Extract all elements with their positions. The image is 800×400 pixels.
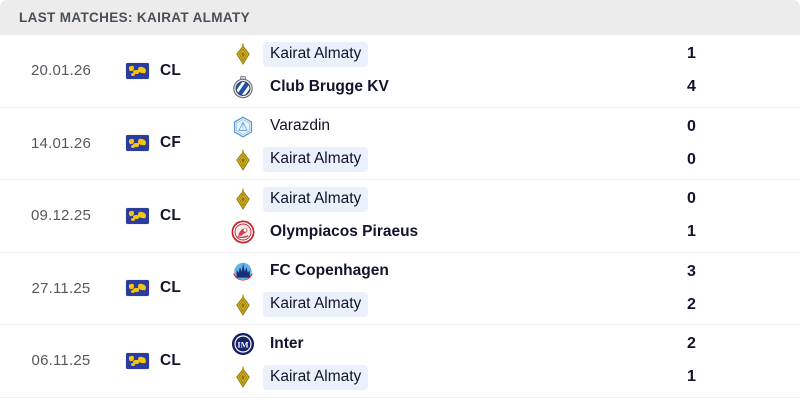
team-line-away[interactable]: Club Brugge KV	[231, 75, 605, 99]
competition-code: CL	[160, 279, 182, 297]
competition-code: CF	[160, 134, 182, 152]
competition-code: CL	[160, 351, 182, 369]
match-date: 27.11.25	[31, 279, 91, 297]
uefa-europe-flag-icon	[126, 280, 149, 297]
table-row[interactable]: 06.11.25 CL IM Inter Kairat Almaty 2 1	[0, 325, 800, 398]
score-home: 3	[687, 262, 696, 280]
team-name[interactable]: Kairat Almaty	[263, 364, 369, 390]
score-home: 0	[687, 190, 696, 208]
match-list: 20.01.26 CL Kairat Almaty Club Brugge KV 1 4 1…	[0, 35, 800, 398]
uefa-europe-flag-icon	[126, 207, 149, 224]
score-away: 0	[687, 150, 696, 168]
score-away: 1	[687, 368, 696, 386]
competition-cell[interactable]: CL	[122, 325, 227, 397]
competition-code: CL	[160, 61, 182, 79]
table-row[interactable]: 09.12.25 CL Kairat Almaty Olympiacos Piraeu…	[0, 180, 800, 253]
inter-milan-crest-icon: IM	[231, 332, 255, 356]
score-away: 2	[687, 295, 696, 313]
team-line-home[interactable]: Kairat Almaty	[231, 41, 605, 67]
olympiacos-crest-icon	[231, 220, 255, 244]
team-name[interactable]: Kairat Almaty	[263, 41, 369, 67]
panel-header: LAST MATCHES: KAIRAT ALMATY	[0, 0, 800, 35]
team-name[interactable]: Kairat Almaty	[263, 147, 369, 173]
varazdin-crest-icon	[231, 115, 255, 139]
page-title: LAST MATCHES: KAIRAT ALMATY	[19, 10, 250, 25]
match-date: 09.12.25	[31, 207, 91, 225]
fc-copenhagen-crest-icon	[231, 260, 255, 284]
team-name[interactable]: Varazdin	[270, 117, 331, 135]
score-home: 0	[687, 117, 696, 135]
svg-text:IM: IM	[237, 341, 248, 350]
table-row[interactable]: 20.01.26 CL Kairat Almaty Club Brugge KV 1 4	[0, 35, 800, 108]
team-name[interactable]: Kairat Almaty	[263, 292, 369, 318]
team-name[interactable]: Inter	[270, 334, 304, 352]
team-line-home[interactable]: Kairat Almaty	[231, 186, 605, 212]
team-line-away[interactable]: Kairat Almaty	[231, 364, 605, 390]
competition-cell[interactable]: CL	[122, 180, 227, 252]
kairat-almaty-crest-icon	[231, 148, 255, 172]
team-name[interactable]: FC Copenhagen	[270, 262, 389, 280]
score-home: 2	[687, 335, 696, 353]
team-line-away[interactable]: Olympiacos Piraeus	[231, 220, 605, 244]
kairat-almaty-crest-icon	[231, 187, 255, 211]
team-line-home[interactable]: Varazdin	[231, 115, 605, 139]
teams-cell: IM Inter Kairat Almaty	[227, 325, 605, 397]
team-name[interactable]: Olympiacos Piraeus	[270, 222, 419, 240]
teams-cell: Kairat Almaty Olympiacos Piraeus	[227, 180, 605, 252]
uefa-europe-flag-icon	[126, 135, 149, 152]
club-brugge-crest-icon	[231, 75, 255, 99]
team-name[interactable]: Kairat Almaty	[263, 186, 369, 212]
score-away: 1	[687, 223, 696, 241]
score-home: 1	[687, 45, 696, 63]
teams-cell: FC Copenhagen Kairat Almaty	[227, 253, 605, 325]
competition-code: CL	[160, 206, 182, 224]
competition-cell[interactable]: CL	[122, 253, 227, 325]
team-name[interactable]: Club Brugge KV	[270, 77, 389, 95]
teams-cell: Kairat Almaty Club Brugge KV	[227, 35, 605, 107]
team-line-away[interactable]: Kairat Almaty	[231, 292, 605, 318]
competition-cell[interactable]: CL	[122, 35, 227, 107]
match-date: 14.01.26	[31, 134, 91, 152]
score-away: 4	[687, 78, 696, 96]
team-line-away[interactable]: Kairat Almaty	[231, 147, 605, 173]
match-date: 06.11.25	[31, 352, 91, 370]
teams-cell: Varazdin Kairat Almaty	[227, 108, 605, 180]
table-row[interactable]: 14.01.26 CF Varazdin Kairat Almaty 0 0	[0, 107, 800, 180]
team-line-home[interactable]: FC Copenhagen	[231, 260, 605, 284]
team-line-home[interactable]: IM Inter	[231, 332, 605, 356]
match-date: 20.01.26	[31, 62, 91, 80]
kairat-almaty-crest-icon	[231, 42, 255, 66]
competition-cell[interactable]: CF	[122, 108, 227, 180]
kairat-almaty-crest-icon	[231, 365, 255, 389]
kairat-almaty-crest-icon	[231, 293, 255, 317]
uefa-europe-flag-icon	[126, 352, 149, 369]
uefa-europe-flag-icon	[126, 62, 149, 79]
table-row[interactable]: 27.11.25 CL FC Copenhagen Kairat Almaty 3 2	[0, 252, 800, 325]
